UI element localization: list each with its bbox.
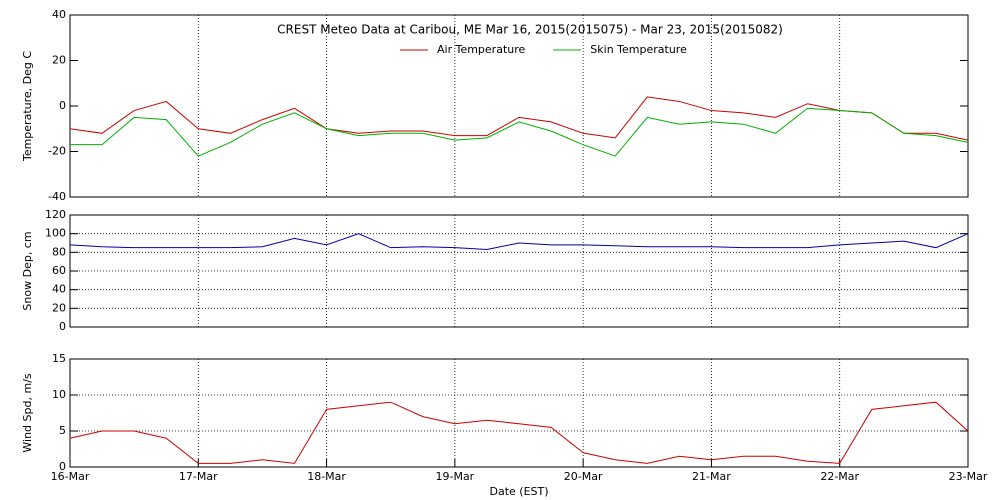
plot-frame	[69, 214, 969, 328]
x-tick-label: 16-Mar	[51, 470, 90, 483]
x-tick-label: 20-Mar	[564, 470, 603, 483]
y-axis-label: Temperature, Deg C	[21, 51, 34, 162]
y-tick-label: 20	[52, 54, 66, 67]
legend-label: Skin Temperature	[590, 43, 687, 56]
x-tick-label: 23-Mar	[949, 470, 988, 483]
legend-label: Air Temperature	[437, 43, 526, 56]
data-line	[69, 96, 969, 141]
data-line	[69, 233, 969, 251]
y-tick-label: 60	[52, 264, 66, 277]
x-tick-label: 22-Mar	[820, 470, 859, 483]
y-tick-label: -40	[48, 190, 66, 203]
y-tick-label: 100	[45, 227, 66, 240]
y-tick-label: -20	[48, 145, 66, 158]
y-tick-label: 15	[52, 352, 66, 365]
y-tick-label: 40	[52, 283, 66, 296]
x-tick-label: 21-Mar	[692, 470, 731, 483]
y-axis-label: Snow Dep, cm	[21, 231, 34, 310]
y-tick-label: 0	[59, 99, 66, 112]
data-line	[70, 107, 969, 157]
x-axis-label: Date (EST)	[489, 485, 548, 498]
x-tick-label: 19-Mar	[435, 470, 474, 483]
y-tick-label: 0	[59, 320, 66, 333]
y-tick-label: 120	[45, 208, 66, 221]
y-tick-label: 20	[52, 301, 66, 314]
x-tick-label: 18-Mar	[307, 470, 346, 483]
data-line	[69, 401, 969, 464]
chart-title: CREST Meteo Data at Caribou, ME Mar 16, …	[277, 23, 783, 37]
y-tick-label: 10	[52, 388, 66, 401]
y-tick-label: 5	[59, 424, 66, 437]
y-tick-label: 40	[52, 8, 66, 21]
plot-frame	[69, 358, 969, 468]
plot-frame	[69, 14, 969, 198]
y-axis-label: Wind Spd, m/s	[21, 373, 34, 453]
y-tick-label: 80	[52, 245, 66, 258]
y-tick-label: 0	[59, 460, 66, 473]
x-tick-label: 17-Mar	[179, 470, 218, 483]
